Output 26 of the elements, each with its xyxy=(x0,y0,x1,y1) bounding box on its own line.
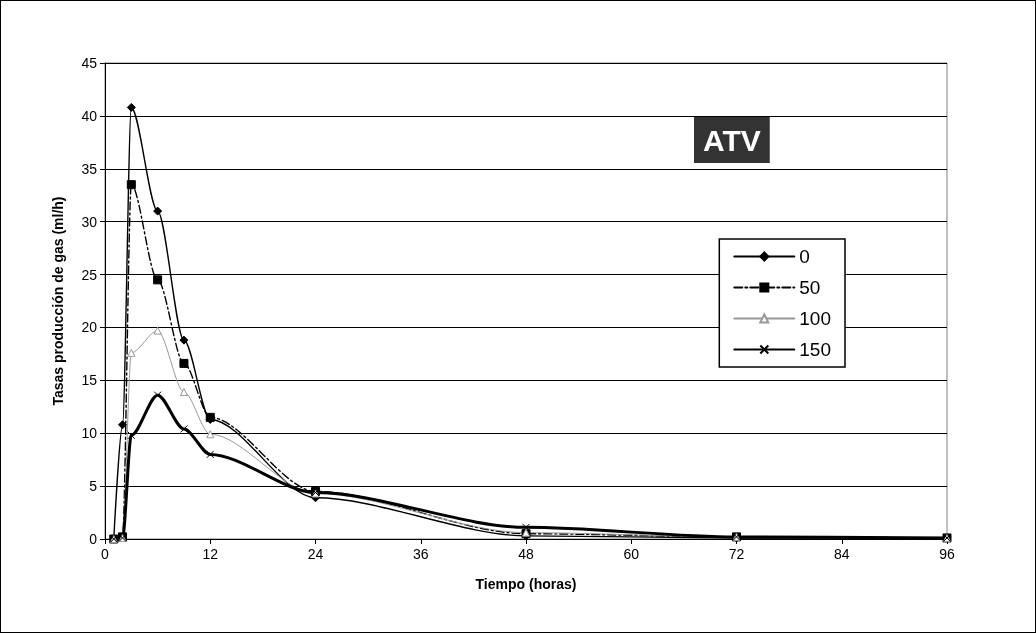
y-tick-label: 40 xyxy=(81,107,98,124)
y-axis-title: Tasas producción de gas (ml/h) xyxy=(50,196,66,406)
y-tick-label: 20 xyxy=(81,319,98,336)
x-tick-label: 24 xyxy=(307,546,324,562)
annotation: ATV xyxy=(703,123,761,157)
legend-label: 0 xyxy=(799,246,810,267)
y-tick-label: 15 xyxy=(81,372,98,389)
legend-label: 50 xyxy=(799,277,821,298)
y-tick-label: 45 xyxy=(81,55,98,71)
legend-label: 100 xyxy=(799,308,831,329)
y-tick-label: 5 xyxy=(89,478,98,495)
x-tick-label: 96 xyxy=(939,546,955,562)
y-tick-label: 10 xyxy=(81,425,98,442)
x-tick-label: 12 xyxy=(202,546,219,562)
x-axis-title: Tiempo (horas) xyxy=(475,576,577,592)
y-tick-label: 35 xyxy=(81,160,98,177)
x-tick-label: 60 xyxy=(623,546,640,562)
y-tick-label: 30 xyxy=(81,213,98,230)
x-tick-label: 48 xyxy=(518,546,534,562)
y-tick-label: 0 xyxy=(89,531,98,547)
x-tick-label: 84 xyxy=(833,546,850,562)
x-tick-label: 0 xyxy=(101,546,110,562)
x-tick-label: 36 xyxy=(412,546,429,562)
y-tick-label: 25 xyxy=(81,266,98,283)
legend-label: 150 xyxy=(799,339,831,360)
x-tick-label: 72 xyxy=(728,546,745,562)
